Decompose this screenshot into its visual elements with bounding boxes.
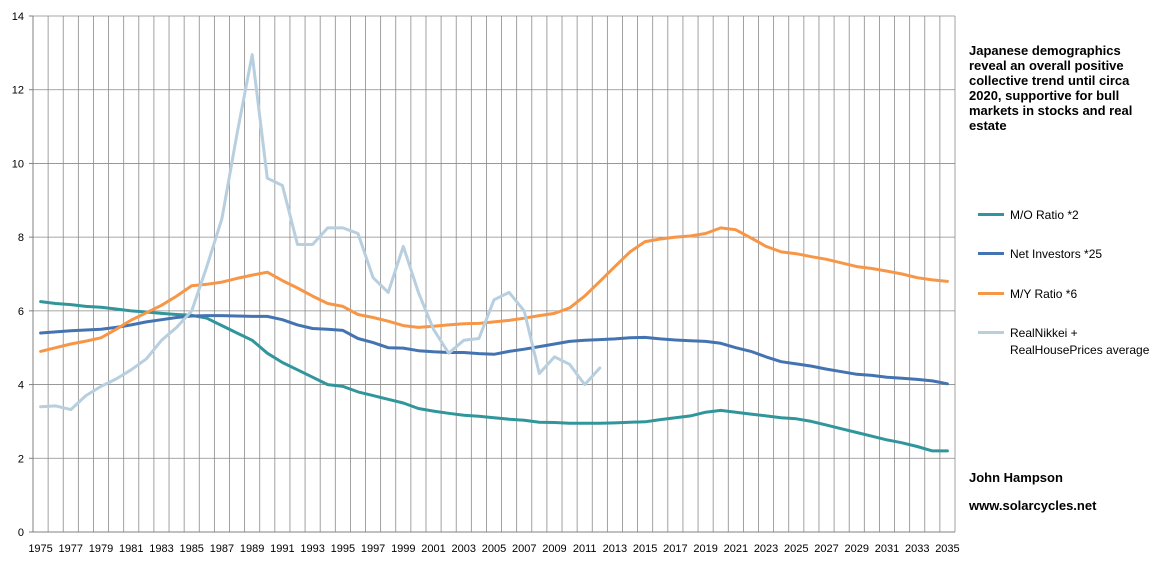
axes bbox=[29, 15, 955, 533]
x-tick-label: 2033 bbox=[905, 543, 929, 555]
legend-item-my-ratio: M/Y Ratio *6 bbox=[978, 286, 1155, 303]
x-tick-labels: 1975 1977 1979 1981 1983 1985 1987 1989 1991 1993… bbox=[28, 543, 959, 555]
legend-label-mo-ratio: M/O Ratio *2 bbox=[1010, 208, 1079, 222]
y-tick-label: 6 bbox=[18, 306, 24, 318]
y-tick-label: 2 bbox=[18, 453, 24, 465]
x-tick-label: 1989 bbox=[240, 543, 264, 555]
x-tick-label: 1981 bbox=[119, 543, 143, 555]
x-tick-label: 1997 bbox=[361, 543, 385, 555]
x-tick-label: 2003 bbox=[452, 543, 476, 555]
x-tick-label: 2025 bbox=[784, 543, 808, 555]
y-tick-label: 4 bbox=[18, 380, 24, 392]
legend-label-net-investors: Net Investors *25 bbox=[1010, 247, 1103, 261]
series-line-my-ratio bbox=[39, 226, 949, 353]
legend-label-my-ratio: M/Y Ratio *6 bbox=[1010, 287, 1078, 301]
y-tick-label: 14 bbox=[12, 11, 24, 23]
x-tick-label: 2021 bbox=[724, 543, 748, 555]
y-tick-label: 10 bbox=[12, 158, 24, 170]
x-tick-label: 1991 bbox=[270, 543, 294, 555]
x-tick-label: 2035 bbox=[935, 543, 959, 555]
legend-swatch-mo-ratio bbox=[978, 213, 1004, 216]
x-tick-label: 1999 bbox=[391, 543, 415, 555]
legend-label-real-nikkei: RealNikkei + RealHousePrices average bbox=[1010, 326, 1150, 357]
x-tick-label: 1987 bbox=[210, 543, 234, 555]
x-tick-label: 1977 bbox=[59, 543, 83, 555]
author-annotation: John Hampson bbox=[969, 470, 1063, 485]
x-tick-label: 2015 bbox=[633, 543, 657, 555]
x-tick-label: 2013 bbox=[603, 543, 627, 555]
series-line-real-nikkei bbox=[39, 53, 602, 412]
x-tick-label: 2017 bbox=[663, 543, 687, 555]
x-tick-label: 1975 bbox=[28, 543, 52, 555]
y-tick-label: 0 bbox=[18, 527, 24, 539]
x-tick-label: 2019 bbox=[693, 543, 717, 555]
website-annotation: www.solarcycles.net bbox=[969, 498, 1097, 513]
x-tick-label: 1993 bbox=[300, 543, 324, 555]
x-tick-label: 2005 bbox=[482, 543, 506, 555]
vertical-gridlines bbox=[32, 16, 956, 532]
y-tick-labels: 0 2 4 6 8 10 12 14 bbox=[12, 11, 24, 539]
legend-item-net-investors: Net Investors *25 bbox=[978, 246, 1155, 263]
x-tick-label: 2027 bbox=[814, 543, 838, 555]
y-tick-label: 12 bbox=[12, 85, 24, 97]
x-tick-label: 1983 bbox=[149, 543, 173, 555]
x-tick-label: 1985 bbox=[179, 543, 203, 555]
legend-item-real-nikkei: RealNikkei + RealHousePrices average bbox=[978, 325, 1155, 359]
legend-item-mo-ratio: M/O Ratio *2 bbox=[978, 207, 1155, 224]
x-tick-label: 2023 bbox=[754, 543, 778, 555]
x-tick-label: 2009 bbox=[542, 543, 566, 555]
x-tick-label: 2001 bbox=[421, 543, 445, 555]
x-tick-label: 2011 bbox=[573, 543, 597, 555]
x-tick-label: 1995 bbox=[331, 543, 355, 555]
x-tick-label: 2007 bbox=[512, 543, 536, 555]
legend-swatch-net-investors bbox=[978, 252, 1004, 255]
x-tick-label: 2031 bbox=[875, 543, 899, 555]
headline-annotation: Japanese demographics reveal an overall … bbox=[969, 43, 1133, 133]
series-lines bbox=[39, 53, 949, 453]
series-line-net-investors bbox=[39, 314, 949, 386]
legend-swatch-my-ratio bbox=[978, 292, 1004, 295]
legend-swatch-real-nikkei bbox=[978, 331, 1004, 334]
x-tick-label: 1979 bbox=[89, 543, 113, 555]
y-tick-label: 8 bbox=[18, 232, 24, 244]
x-tick-label: 2029 bbox=[845, 543, 869, 555]
